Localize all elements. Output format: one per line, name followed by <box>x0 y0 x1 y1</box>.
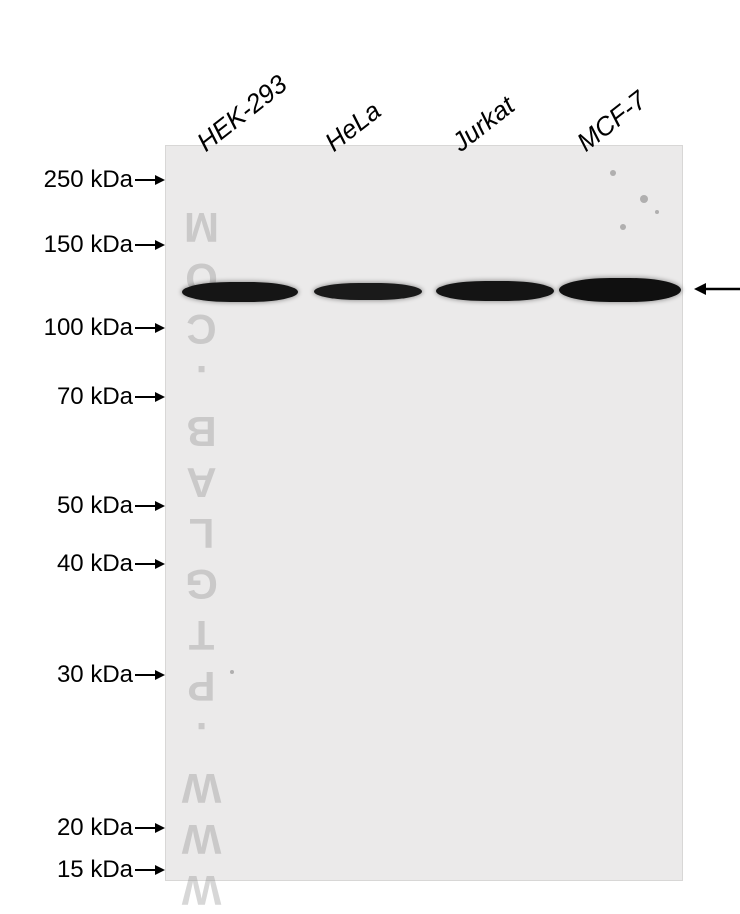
noise-dot <box>620 224 626 230</box>
marker-arrow-icon <box>135 498 165 519</box>
noise-dot <box>640 195 648 203</box>
marker-arrow-icon <box>135 820 165 841</box>
marker-label: 50 kDa <box>57 492 133 520</box>
marker-label: 30 kDa <box>57 661 133 689</box>
marker-arrow-icon <box>135 862 165 883</box>
marker-arrow-icon <box>135 389 165 410</box>
marker-label: 70 kDa <box>57 383 133 411</box>
marker-label: 15 kDa <box>57 856 133 884</box>
blot-membrane <box>165 145 683 881</box>
target-band-arrow-icon <box>694 281 740 302</box>
blot-band <box>559 278 681 302</box>
western-blot-figure: WWW.PTGLAB.COM250 kDa150 kDa100 kDa70 kD… <box>0 0 740 903</box>
marker-arrow-icon <box>135 237 165 258</box>
marker-arrow-icon <box>135 667 165 688</box>
marker-label: 100 kDa <box>44 314 133 342</box>
marker-arrow-icon <box>135 556 165 577</box>
marker-arrow-icon <box>135 320 165 341</box>
noise-dot <box>230 670 234 674</box>
marker-label: 40 kDa <box>57 550 133 578</box>
marker-label: 20 kDa <box>57 814 133 842</box>
blot-band <box>182 282 298 302</box>
marker-label: 150 kDa <box>44 231 133 259</box>
blot-band <box>436 281 554 301</box>
noise-dot <box>610 170 616 176</box>
blot-band <box>314 283 422 300</box>
marker-label: 250 kDa <box>44 166 133 194</box>
noise-dot <box>655 210 659 214</box>
marker-arrow-icon <box>135 172 165 193</box>
